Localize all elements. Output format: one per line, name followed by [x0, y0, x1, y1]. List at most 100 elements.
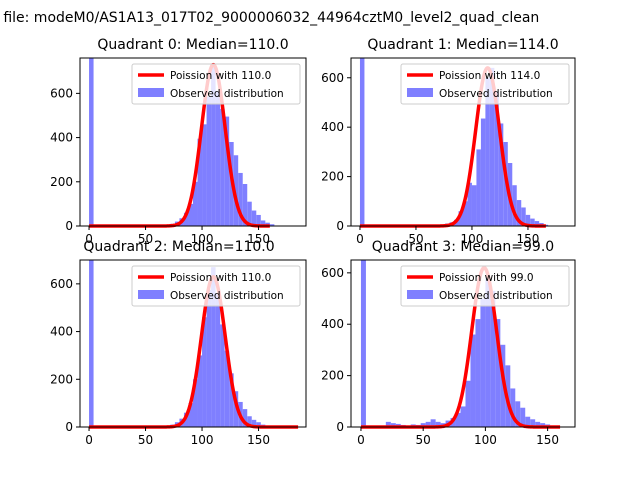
y-tick-label: 400	[50, 325, 73, 339]
legend-observed-swatch	[407, 88, 433, 97]
histogram-bar	[215, 293, 221, 427]
histogram-bar	[269, 224, 275, 226]
histogram-bar	[224, 350, 230, 427]
histogram-bar	[211, 267, 216, 427]
quadrant-0-legend: Poission with 110.0 Observed distributio…	[131, 63, 301, 105]
y-tick-label: 0	[336, 420, 344, 434]
legend-poisson-label: Poission with 110.0	[170, 272, 271, 284]
y-tick-label: 600	[50, 277, 73, 291]
legend-frame	[131, 63, 301, 105]
axes-frame	[350, 57, 576, 227]
histogram-bar	[247, 201, 252, 226]
histogram-bar	[485, 77, 490, 226]
legend-frame	[131, 265, 301, 307]
histogram-bar	[188, 203, 193, 226]
quadrant-2-bars	[89, 260, 270, 427]
x-tick-label: 50	[138, 433, 153, 447]
histogram-bar	[475, 319, 481, 427]
histogram-bar	[220, 324, 225, 427]
y-tick-label: 200	[321, 369, 344, 383]
histogram-bar	[206, 96, 212, 227]
y-tick-label: 600	[50, 86, 73, 100]
histogram-bar	[215, 91, 221, 226]
histogram-bar	[430, 419, 436, 427]
legend-observed-label: Observed distribution	[170, 88, 284, 100]
histogram-bar	[535, 421, 541, 427]
legend-frame	[400, 63, 570, 105]
x-tick-label: 0	[85, 232, 93, 246]
histogram-bar	[515, 401, 521, 427]
histogram-bar	[385, 421, 391, 427]
histogram-bar	[525, 416, 531, 427]
legend-observed-swatch	[138, 290, 164, 299]
histogram-bar	[458, 211, 463, 226]
x-tick-label: 100	[474, 433, 497, 447]
histogram-bar	[498, 123, 504, 226]
histogram-bar	[467, 182, 472, 226]
legend-poisson-label: Poission with 99.0	[439, 272, 534, 284]
histogram-bar	[251, 419, 257, 427]
histogram-bar	[260, 220, 266, 226]
histogram-bar	[359, 58, 365, 226]
histogram-bar	[188, 403, 193, 427]
histogram-bar	[202, 317, 207, 427]
y-tick-label: 0	[65, 219, 73, 233]
x-tick-label: 0	[357, 433, 365, 447]
y-tick-label: 0	[65, 420, 73, 434]
histogram-bar	[525, 214, 531, 226]
x-tick-label: 0	[356, 232, 364, 246]
histogram-bar	[435, 421, 441, 427]
quadrant-1-title: Quadrant 1: Median=114.0	[367, 37, 558, 53]
histogram-bar	[193, 181, 198, 226]
histogram-bar	[233, 391, 239, 427]
histogram-bar	[229, 373, 234, 427]
histogram-bar	[494, 91, 499, 227]
histogram-bar	[455, 412, 461, 427]
histogram-bar	[89, 260, 94, 427]
histogram-bar	[238, 172, 243, 226]
legend-frame	[400, 265, 570, 307]
legend-poisson-label: Poission with 114.0	[439, 70, 540, 82]
histogram-bar	[197, 355, 203, 427]
histogram-bar	[89, 58, 94, 226]
x-tick-label: 100	[191, 232, 214, 246]
histogram-bar	[521, 207, 526, 226]
axes-frame	[350, 259, 576, 428]
histogram-bar	[534, 221, 540, 226]
histogram-bar	[233, 155, 239, 226]
quadrant-1-panel: Quadrant 1: Median=114.0 0 50 100 150 0 200 40…	[321, 37, 576, 246]
y-tick-label: 200	[50, 372, 73, 386]
histogram-bar	[495, 319, 501, 427]
x-tick-label: 150	[247, 232, 270, 246]
histogram-bar	[251, 210, 257, 226]
histogram-bar	[489, 67, 495, 226]
legend-poisson-label: Poission with 110.0	[170, 70, 271, 82]
x-tick-label: 50	[408, 232, 423, 246]
x-tick-label: 150	[517, 232, 540, 246]
histogram-bar	[480, 118, 486, 226]
legend-observed-swatch	[138, 88, 164, 97]
histogram-bar	[224, 116, 230, 226]
y-tick-label: 200	[321, 170, 344, 184]
histogram-bar	[465, 380, 471, 427]
histogram-bar	[247, 416, 252, 427]
legend-observed-label: Observed distribution	[170, 290, 284, 302]
histogram-bar	[390, 423, 396, 427]
quadrant-3-panel: Quadrant 3: Median=99.0 0 50 100 150 0 200 400…	[321, 239, 576, 447]
quadrant-2-legend: Poission with 110.0 Observed distributio…	[131, 265, 301, 307]
histogram-bar	[197, 138, 203, 226]
histogram-bar	[256, 422, 261, 427]
histogram-bar	[485, 277, 491, 427]
axes-frame	[79, 57, 307, 227]
histogram-bar	[480, 298, 486, 427]
histogram-bar	[202, 124, 207, 226]
quadrant-3-legend: Poission with 99.0 Observed distribution	[400, 265, 570, 307]
quadrant-3-axes: 0 50 100 150 0 200 400 600	[321, 259, 576, 447]
y-tick-label: 600	[321, 71, 344, 85]
histogram-bar	[540, 423, 546, 427]
x-tick-label: 50	[138, 232, 153, 246]
histogram-bar	[476, 149, 481, 226]
quadrant-0-panel: Quadrant 0: Median=110.0 0 50 100 150 0 200 40…	[50, 37, 307, 246]
legend-observed-swatch	[407, 290, 433, 299]
